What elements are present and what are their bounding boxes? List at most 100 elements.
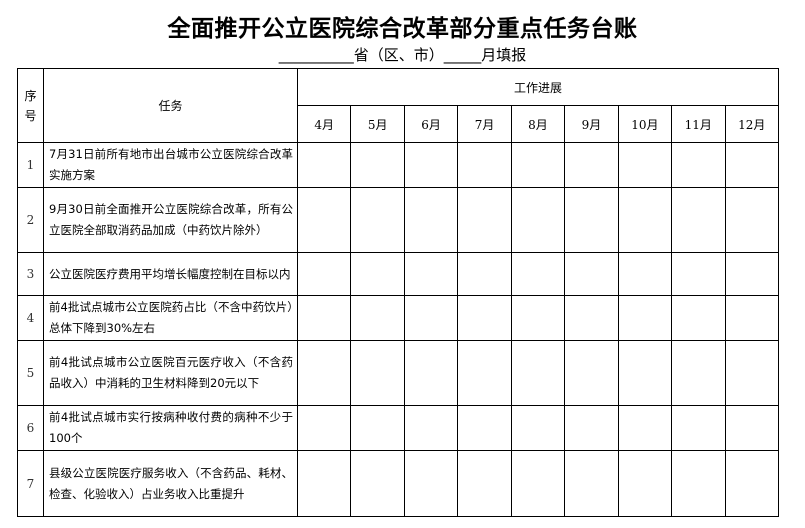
progress-cell[interactable] [403, 252, 459, 296]
header-seq: 序号 [17, 68, 44, 143]
progress-cell[interactable] [671, 252, 726, 296]
progress-cell[interactable] [617, 142, 673, 188]
progress-cell[interactable] [296, 142, 352, 188]
header-seq-label: 序号 [24, 88, 37, 123]
progress-cell[interactable] [510, 295, 566, 341]
row-seq: 4 [17, 295, 44, 341]
progress-cell[interactable] [617, 187, 673, 253]
progress-cell[interactable] [457, 340, 512, 406]
table-row: 4 前4批试点城市公立医院药占比（不含中药饮片）总体下降到30%左右 [17, 295, 779, 341]
row-task: 7月31日前所有地市出台城市公立医院综合改革实施方案 [43, 142, 298, 188]
progress-cell[interactable] [724, 295, 779, 341]
row-seq: 7 [17, 450, 44, 517]
progress-cell[interactable] [617, 340, 673, 406]
table-row: 3 公立医院医疗费用平均增长幅度控制在目标以内 [17, 252, 779, 296]
header-month: 7月 [457, 105, 512, 143]
progress-cell[interactable] [564, 405, 619, 451]
header-month: 6月 [403, 105, 459, 143]
progress-cell[interactable] [457, 405, 512, 451]
progress-cell[interactable] [724, 450, 779, 517]
page-title: 全面推开公立医院综合改革部分重点任务台账 [167, 16, 638, 42]
header-month: 12月 [724, 105, 779, 143]
progress-cell[interactable] [350, 142, 405, 188]
header-month: 8月 [510, 105, 566, 143]
table-row: 7 县级公立医院医疗服务收入（不含药品、耗材、检查、化验收入）占业务收入比重提升 [17, 450, 779, 517]
task-ledger-table: 序号 任务 工作进展 4月 5月 6月 7月 8月 9月 10月 11月 12月 1 7月31日前… [17, 68, 779, 517]
progress-cell[interactable] [671, 405, 726, 451]
progress-cell[interactable] [671, 187, 726, 253]
row-task: 县级公立医院医疗服务收入（不含药品、耗材、检查、化验收入）占业务收入比重提升 [43, 450, 298, 517]
progress-cell[interactable] [457, 187, 512, 253]
progress-cell[interactable] [617, 405, 673, 451]
progress-cell[interactable] [510, 252, 566, 296]
progress-cell[interactable] [724, 142, 779, 188]
progress-cell[interactable] [403, 340, 459, 406]
row-seq: 1 [17, 142, 44, 188]
progress-cell[interactable] [671, 142, 726, 188]
page-subtitle: __________省（区、市）_____月填报 [278, 46, 527, 64]
progress-cell[interactable] [564, 340, 619, 406]
progress-cell[interactable] [510, 340, 566, 406]
row-task: 前4批试点城市实行按病种收付费的病种不少于100个 [43, 405, 298, 451]
progress-cell[interactable] [350, 252, 405, 296]
table-row: 6 前4批试点城市实行按病种收付费的病种不少于100个 [17, 405, 779, 451]
progress-cell[interactable] [617, 295, 673, 341]
row-task: 前4批试点城市公立医院药占比（不含中药饮片）总体下降到30%左右 [43, 295, 298, 341]
progress-cell[interactable] [724, 252, 779, 296]
progress-cell[interactable] [350, 295, 405, 341]
header-month: 4月 [296, 105, 352, 143]
progress-cell[interactable] [510, 187, 566, 253]
table-row: 5 前4批试点城市公立医院百元医疗收入（不含药品收入）中消耗的卫生材料降到20元以… [17, 340, 779, 406]
progress-cell[interactable] [617, 252, 673, 296]
progress-cell[interactable] [457, 295, 512, 341]
row-task: 9月30日前全面推开公立医院综合改革，所有公立医院全部取消药品加成（中药饮片除外… [43, 187, 298, 253]
progress-cell[interactable] [510, 450, 566, 517]
progress-cell[interactable] [457, 252, 512, 296]
row-seq: 5 [17, 340, 44, 406]
progress-cell[interactable] [457, 142, 512, 188]
row-seq: 2 [17, 187, 44, 253]
progress-cell[interactable] [350, 405, 405, 451]
progress-cell[interactable] [617, 450, 673, 517]
row-seq: 6 [17, 405, 44, 451]
progress-cell[interactable] [457, 450, 512, 517]
header-month: 5月 [350, 105, 405, 143]
progress-cell[interactable] [350, 340, 405, 406]
progress-cell[interactable] [296, 450, 352, 517]
progress-cell[interactable] [296, 405, 352, 451]
progress-cell[interactable] [510, 405, 566, 451]
header-month: 10月 [617, 105, 673, 143]
progress-cell[interactable] [403, 142, 459, 188]
progress-cell[interactable] [564, 295, 619, 341]
progress-cell[interactable] [564, 252, 619, 296]
row-task: 公立医院医疗费用平均增长幅度控制在目标以内 [43, 252, 298, 296]
progress-cell[interactable] [296, 187, 352, 253]
progress-cell[interactable] [403, 405, 459, 451]
row-seq: 3 [17, 252, 44, 296]
table-row: 1 7月31日前所有地市出台城市公立医院综合改革实施方案 [17, 142, 779, 188]
progress-cell[interactable] [671, 450, 726, 517]
progress-cell[interactable] [403, 187, 459, 253]
progress-cell[interactable] [724, 187, 779, 253]
progress-cell[interactable] [564, 142, 619, 188]
progress-cell[interactable] [296, 340, 352, 406]
progress-cell[interactable] [510, 142, 566, 188]
progress-cell[interactable] [296, 252, 352, 296]
header-month: 11月 [671, 105, 726, 143]
header-month: 9月 [564, 105, 619, 143]
progress-cell[interactable] [296, 295, 352, 341]
header-progress: 工作进展 [297, 68, 779, 106]
progress-cell[interactable] [350, 187, 405, 253]
progress-cell[interactable] [724, 340, 779, 406]
row-task: 前4批试点城市公立医院百元医疗收入（不含药品收入）中消耗的卫生材料降到20元以下 [43, 340, 298, 406]
progress-cell[interactable] [350, 450, 405, 517]
progress-cell[interactable] [671, 340, 726, 406]
progress-cell[interactable] [564, 187, 619, 253]
progress-cell[interactable] [671, 295, 726, 341]
progress-cell[interactable] [403, 295, 459, 341]
table-row: 2 9月30日前全面推开公立医院综合改革，所有公立医院全部取消药品加成（中药饮片除… [17, 187, 779, 253]
header-task: 任务 [43, 68, 298, 143]
progress-cell[interactable] [724, 405, 779, 451]
progress-cell[interactable] [564, 450, 619, 517]
progress-cell[interactable] [403, 450, 459, 517]
